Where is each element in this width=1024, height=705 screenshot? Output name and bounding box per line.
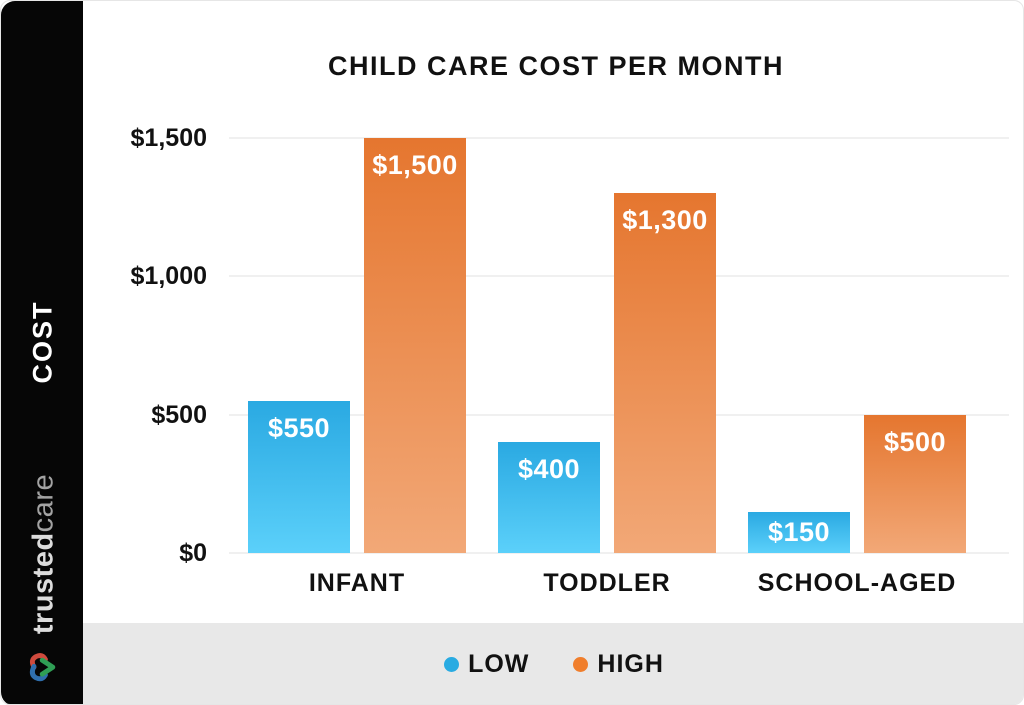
legend-dot-low — [444, 657, 460, 672]
bar-low-infant: $550 — [248, 400, 350, 553]
bar-low-school-aged: $150 — [748, 511, 850, 553]
legend-item-low: LOW — [444, 650, 529, 679]
bar-high-infant: $1,500 — [364, 138, 466, 553]
gridline — [229, 137, 1009, 139]
legend-label: HIGH — [597, 650, 664, 678]
heart-link-icon — [29, 653, 56, 682]
bar-value-label: $500 — [883, 426, 947, 457]
y-tick-label: $1,000 — [130, 262, 207, 291]
bar-low-toddler: $400 — [498, 442, 600, 553]
x-axis-label-school-aged: SCHOOL-AGED — [757, 569, 957, 597]
brand-wordmark-care: care — [27, 473, 60, 533]
bar-value-label: $1,500 — [372, 150, 458, 180]
bar-high-toddler: $1,300 — [614, 193, 716, 553]
x-axis-label-infant: INFANT — [308, 569, 406, 597]
bar-value-label: $400 — [517, 454, 581, 485]
bar-value-label: $550 — [267, 412, 331, 443]
bar-high-school-aged: $500 — [864, 414, 966, 553]
brand-wordmark-trusted: trusted — [27, 532, 60, 635]
y-tick-label: $1,500 — [130, 124, 207, 152]
y-tick-label: $500 — [151, 400, 207, 429]
y-tick-label: $0 — [179, 539, 207, 567]
bar-value-label: $150 — [767, 517, 831, 548]
legend-label: LOW — [468, 650, 530, 678]
chart-title: CHILD CARE COST PER MONTH — [328, 51, 784, 81]
x-axis-label-toddler: TODDLER — [543, 569, 671, 597]
legend-dot-high — [573, 657, 589, 672]
bar-value-label: $1,300 — [622, 205, 708, 236]
brand-wordmark: trustedcare — [28, 474, 61, 634]
gridline — [229, 552, 1009, 554]
legend-item-high: HIGH — [573, 650, 664, 679]
legend: LOW HIGH — [83, 623, 1023, 704]
left-sidebar: COST trustedcare — [1, 1, 83, 704]
y-axis-title: COST — [27, 300, 58, 384]
